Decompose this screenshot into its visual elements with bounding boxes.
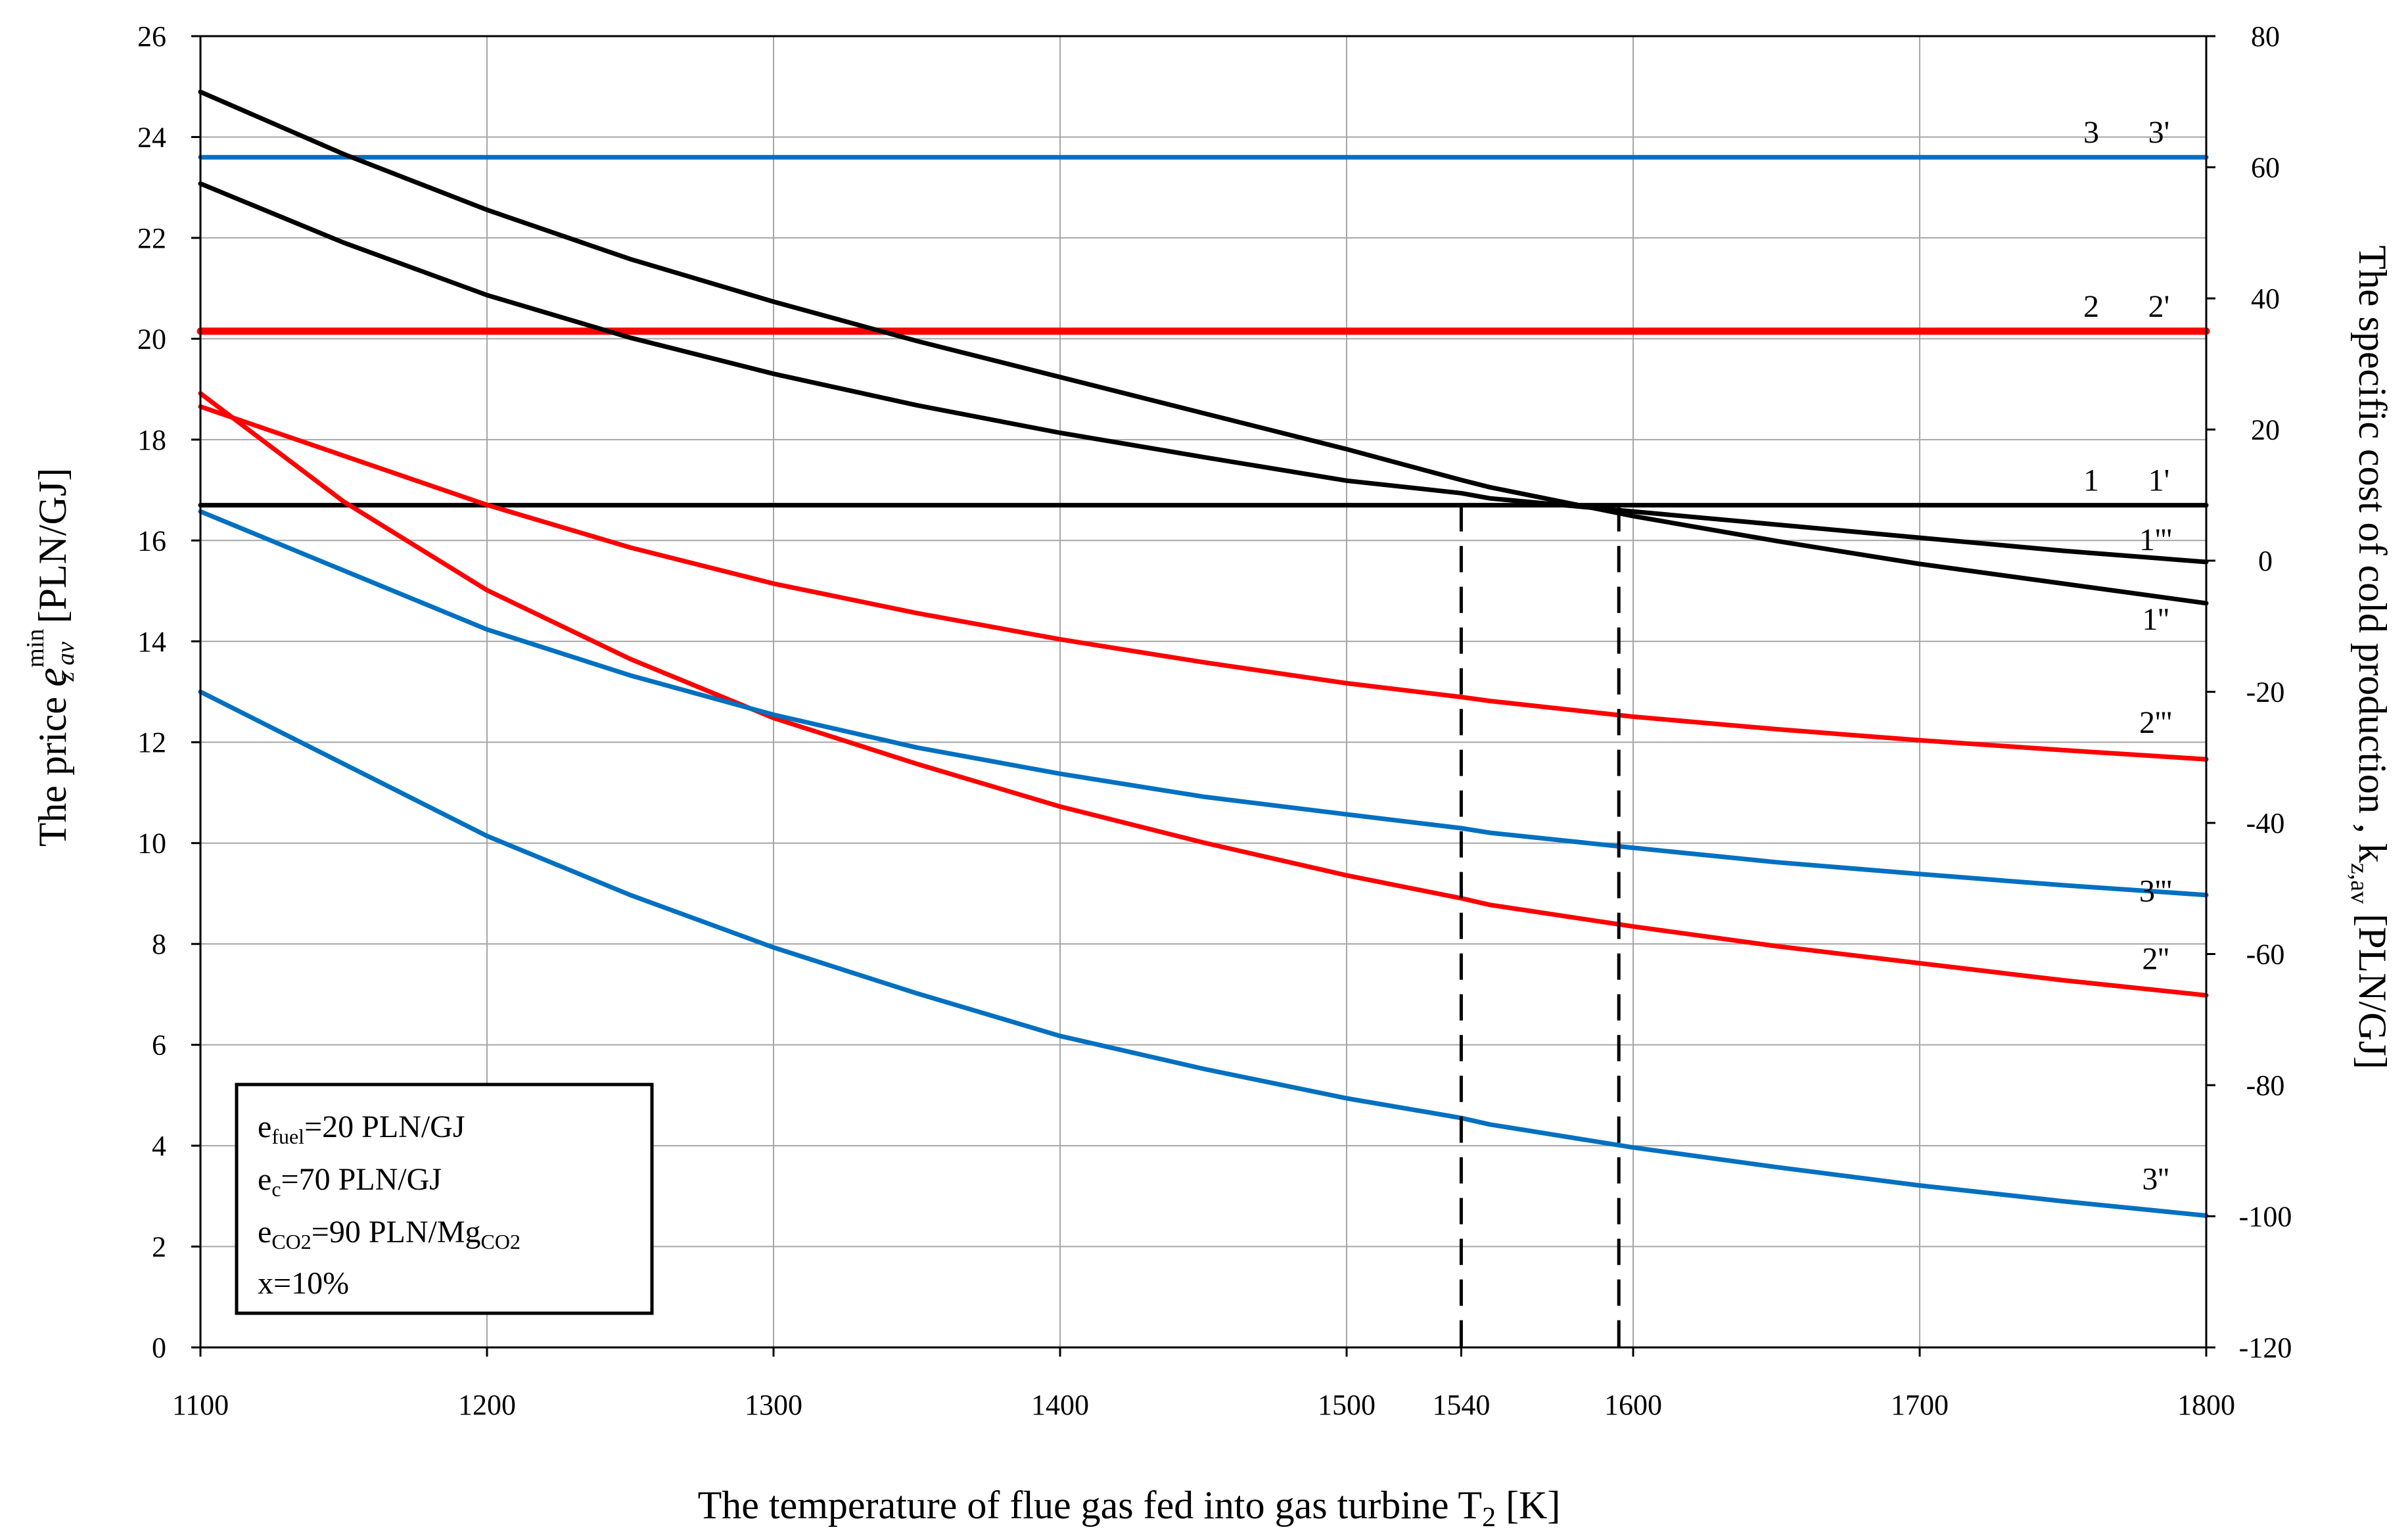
legend-ec-main: e (258, 1162, 271, 1197)
legend-ec-rest: =70 PLN/GJ (281, 1162, 442, 1197)
x-tick-label: 1500 (1318, 1389, 1376, 1421)
x-axis-title-unit: [K] (1496, 1483, 1560, 1527)
curve-labels: 1 1' 2 2' 3 3' 1'' 1''' 2'' 2''' 3'' 3''' (2083, 115, 2172, 1196)
y-left-tick-label: 12 (137, 726, 166, 758)
vertical-markers (1459, 505, 1621, 1347)
y-left-tick-label: 2 (152, 1231, 166, 1263)
curve-label: 2' (2148, 289, 2170, 324)
y-right-title-sub: z,av (2346, 863, 2373, 904)
y-left-title-sub: z av (52, 642, 80, 682)
legend-fuel-main: e (258, 1109, 271, 1144)
y-right-title-space (2351, 904, 2394, 914)
x-tick-label: 1540 (1432, 1389, 1490, 1421)
y-right-tick-label: 60 (2251, 152, 2280, 184)
y-left-axis-title: The price emin z av [PLN/GJ] (22, 468, 80, 847)
legend-line-x: x=10% (258, 1266, 349, 1301)
curve-label: 1 (2083, 463, 2099, 498)
legend-co2-main: e (258, 1215, 271, 1249)
y-right-axis-title: The specific cost of cold production , k… (2346, 245, 2394, 1069)
y-left-tick-label: 10 (137, 828, 166, 860)
y-left-tick-label: 6 (152, 1029, 166, 1062)
y-left-tick-label: 20 (137, 323, 166, 355)
x-axis-title-sub: 2 (1482, 1503, 1496, 1533)
curve-label: 1''' (2139, 523, 2172, 557)
x-axis-title: The temperature of flue gas fed into gas… (698, 1483, 1561, 1533)
curve-label: 2 (2083, 289, 2099, 324)
legend-co2-rest: =90 PLN/Mg (312, 1215, 481, 1249)
curve-label: 3'' (2142, 1162, 2169, 1197)
legend-x-main: x=10% (258, 1266, 349, 1301)
tick-labels: 1100 1200 1300 1400 1500 1540 1600 1700 18000246… (137, 20, 2292, 1421)
y-right-tick-label: -20 (2246, 676, 2285, 709)
curve-label: 1'' (2142, 602, 2169, 637)
curve-label: 3 (2083, 115, 2099, 150)
curve-label: 1' (2148, 463, 2170, 498)
y-left-tick-label: 8 (152, 928, 166, 960)
y-right-tick-label: -100 (2239, 1201, 2292, 1233)
y-right-tick-label: -80 (2246, 1069, 2285, 1102)
series-line (198, 509, 2209, 898)
series-group (197, 89, 2210, 1218)
y-left-tick-label: 4 (152, 1130, 166, 1162)
series-line (198, 689, 2209, 1218)
y-left-tick-label: 18 (137, 424, 166, 456)
legend-co2-sub: CO2 (271, 1230, 311, 1253)
legend-box: efuel=20 PLN/GJ ec=70 PLN/GJ eCO2=90 PLN… (235, 1083, 654, 1315)
y-right-tick-label: -40 (2246, 807, 2285, 839)
x-tick-label: 1200 (458, 1389, 516, 1421)
legend-fuel-sub: fuel (271, 1125, 304, 1148)
series-line (198, 404, 2209, 762)
legend-fuel-rest: =20 PLN/GJ (304, 1109, 465, 1144)
x-axis-title-main: The temperature of flue gas fed into gas… (698, 1483, 1482, 1527)
legend-line-co2: eCO2=90 PLN/MgCO2 (258, 1215, 521, 1253)
legend-co2-sub2: CO2 (481, 1230, 521, 1253)
y-left-title-symbol: e (28, 668, 76, 687)
y-left-tick-label: 26 (137, 20, 166, 53)
y-left-tick-label: 24 (137, 121, 166, 153)
y-left-title-space (31, 687, 74, 697)
legend-ec-sub: c (271, 1177, 281, 1201)
legend-frame (235, 1083, 654, 1315)
y-left-tick-label: 22 (137, 222, 166, 254)
y-right-tick-label: 20 (2251, 414, 2280, 446)
series-line (198, 391, 2209, 998)
y-right-tick-label: 0 (2258, 545, 2273, 577)
y-left-tick-label: 0 (152, 1332, 166, 1364)
legend-line-fuel: efuel=20 PLN/GJ (258, 1109, 465, 1148)
series-line (198, 181, 2209, 565)
x-tick-label: 1800 (2177, 1389, 2235, 1421)
y-left-title-sup: min (22, 629, 49, 668)
y-right-tick-label: 80 (2251, 20, 2280, 53)
y-right-tick-label: 40 (2251, 283, 2280, 315)
curve-label: 3' (2148, 115, 2170, 150)
x-tick-label: 1700 (1891, 1389, 1949, 1421)
series-line (198, 89, 2209, 606)
legend-line-ec: ec=70 PLN/GJ (258, 1162, 442, 1201)
curve-label: 2''' (2139, 705, 2172, 740)
curve-label: 2'' (2142, 941, 2169, 976)
y-right-title-prefix: The specific cost of cold production , k (2351, 245, 2394, 863)
x-tick-label: 1600 (1604, 1389, 1662, 1421)
y-right-title-unit: [PLN/GJ] (2351, 914, 2394, 1069)
y-right-tick-label: -60 (2246, 939, 2285, 971)
x-tick-label: 1100 (172, 1389, 229, 1421)
y-left-title-unit: [PLN/GJ] (31, 468, 74, 624)
x-tick-label: 1300 (745, 1389, 802, 1421)
y-left-title-prefix: The price (31, 697, 74, 847)
curve-label: 3''' (2139, 874, 2172, 909)
y-left-tick-label: 14 (137, 626, 166, 658)
y-right-tick-label: -120 (2239, 1332, 2292, 1364)
x-tick-label: 1400 (1031, 1389, 1089, 1421)
y-left-tick-label: 16 (137, 525, 166, 557)
